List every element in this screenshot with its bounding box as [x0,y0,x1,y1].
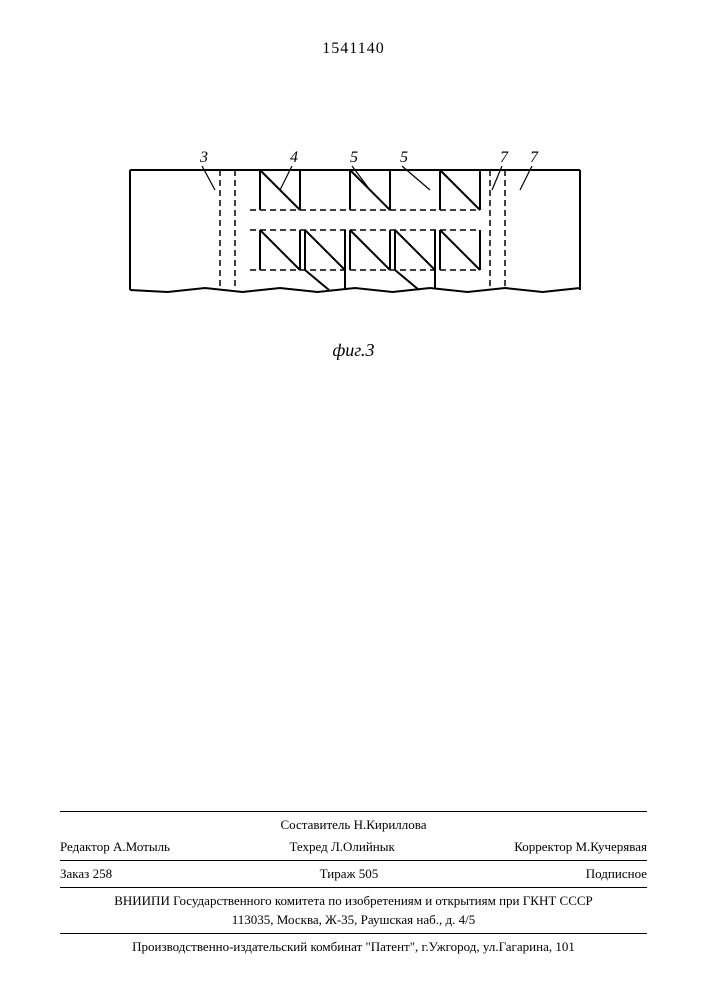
order-row: Заказ 258 Тираж 505 Подписное [60,865,647,883]
figure-svg: 3 4 5 5 7 7 [120,150,590,310]
redaktor-name: А.Мотыль [113,839,170,854]
footer-divider [60,933,647,934]
vniipi-block: ВНИИПИ Государственного комитета по изоб… [60,892,647,928]
svg-text:4: 4 [290,150,298,166]
tirazh-cell: Тираж 505 [320,865,379,883]
footer-divider [60,887,647,888]
vniipi-line2: 113035, Москва, Ж-35, Раушская наб., д. … [60,911,647,929]
redaktor-label: Редактор [60,839,110,854]
footer-block: Составитель Н.Кириллова Редактор А.Мотыл… [60,807,647,960]
sostavitel-label: Составитель [280,817,350,832]
tehred-name: Л.Олийнык [331,839,395,854]
figure-caption: фиг.3 [0,340,707,361]
svg-text:7: 7 [530,150,539,166]
zakaz-label: Заказ [60,866,89,881]
sostavitel-name: Н.Кириллова [354,817,427,832]
credits-row: Редактор А.Мотыль Техред Л.Олийнык Корре… [60,838,647,856]
sostavitel-row: Составитель Н.Кириллова [60,816,647,834]
svg-text:5: 5 [350,150,358,166]
tirazh-value: 505 [359,866,379,881]
footer-divider [60,811,647,812]
zakaz-number: 258 [93,866,113,881]
document-number: 1541140 [0,40,707,58]
svg-text:7: 7 [500,150,509,166]
redaktor-cell: Редактор А.Мотыль [60,838,170,856]
figure-3: 3 4 5 5 7 7 [120,150,590,330]
vniipi-line1: ВНИИПИ Государственного комитета по изоб… [60,892,647,910]
tehred-label: Техред [289,839,327,854]
producer-line: Производственно-издательский комбинат "П… [60,938,647,956]
podpisnoe: Подписное [586,865,647,883]
tirazh-label: Тираж [320,866,356,881]
zakaz-cell: Заказ 258 [60,865,112,883]
footer-divider [60,860,647,861]
korrektor-cell: Корректор М.Кучерявая [514,838,647,856]
korrektor-label: Корректор [514,839,572,854]
svg-text:3: 3 [199,150,208,166]
korrektor-name: М.Кучерявая [575,839,647,854]
tehred-cell: Техред Л.Олийнык [289,838,394,856]
svg-text:5: 5 [400,150,408,166]
